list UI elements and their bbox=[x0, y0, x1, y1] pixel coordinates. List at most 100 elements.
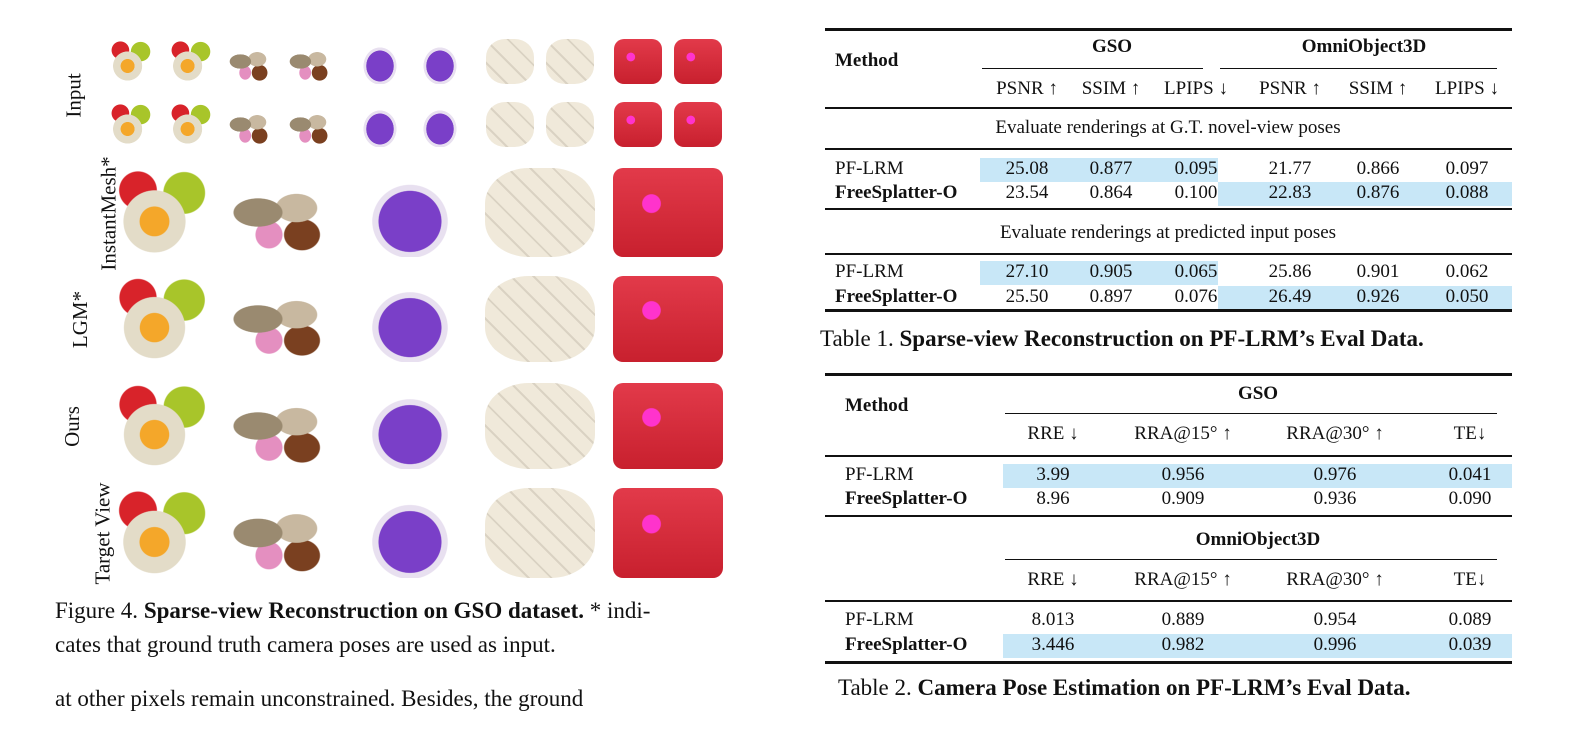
cell-value: 8.013 bbox=[1031, 609, 1075, 630]
metric-header: TE↓ bbox=[1453, 423, 1487, 444]
input-view-image bbox=[546, 102, 594, 147]
cell-value: 0.076 bbox=[1174, 286, 1218, 307]
bottom-rule bbox=[825, 661, 1512, 664]
row-method: FreeSplatter-O bbox=[835, 286, 958, 307]
cell-value: 0.877 bbox=[1089, 158, 1133, 179]
input-view-image bbox=[486, 39, 534, 84]
table-rule bbox=[825, 600, 1512, 602]
row-label-text: LGM* bbox=[68, 290, 93, 349]
input-view-image bbox=[106, 39, 154, 84]
reconstruction-image-toy bbox=[105, 168, 215, 257]
input-view-image bbox=[286, 102, 334, 147]
cell-value: 3.99 bbox=[1036, 464, 1070, 485]
input-view-image bbox=[356, 39, 404, 84]
cell-value: 22.83 bbox=[1268, 182, 1312, 203]
section-title: Evaluate renderings at predicted input p… bbox=[999, 222, 1337, 243]
bottom-rule bbox=[825, 309, 1512, 312]
metric-header: PSNR ↑ bbox=[996, 78, 1058, 99]
reconstruction-image-bag bbox=[613, 276, 723, 362]
input-view-image bbox=[226, 102, 274, 147]
row-method: PF-LRM bbox=[835, 261, 904, 282]
metric-header: LPIPS ↓ bbox=[1164, 78, 1228, 99]
reconstruction-image-animals bbox=[225, 488, 335, 578]
row-method: FreeSplatter-O bbox=[835, 182, 958, 203]
input-view-image bbox=[614, 102, 662, 147]
input-view-image bbox=[416, 102, 464, 147]
reconstruction-image-toy bbox=[105, 276, 215, 362]
cell-value: 0.864 bbox=[1089, 182, 1133, 203]
cell-value: 0.095 bbox=[1174, 158, 1218, 179]
top-rule bbox=[825, 373, 1512, 376]
cell-value: 0.889 bbox=[1161, 609, 1205, 630]
reconstruction-image-letter-tiles bbox=[485, 488, 595, 578]
cell-value: 0.065 bbox=[1174, 261, 1218, 282]
cell-value: 26.49 bbox=[1268, 286, 1312, 307]
metric-header: RRE ↓ bbox=[1027, 569, 1079, 590]
cell-value: 0.926 bbox=[1356, 286, 1400, 307]
highlight-best bbox=[1003, 464, 1512, 488]
input-view-image bbox=[614, 39, 662, 84]
table-rule bbox=[982, 68, 1203, 69]
figure-caption-line2: cates that ground truth camera poses are… bbox=[55, 632, 556, 657]
row-label-text: Ours bbox=[59, 406, 84, 447]
table-rule bbox=[825, 148, 1512, 150]
cell-value: 0.956 bbox=[1161, 464, 1205, 485]
input-view-image bbox=[674, 39, 722, 84]
metric-header: SSIM ↑ bbox=[1348, 78, 1408, 99]
reconstruction-image-animals bbox=[225, 383, 335, 469]
section-title: Evaluate renderings at G.T. novel-view p… bbox=[995, 117, 1341, 138]
row-method: PF-LRM bbox=[845, 464, 914, 485]
body-text: at other pixels remain unconstrained. Be… bbox=[55, 686, 584, 711]
group-header-gso: GSO bbox=[1091, 36, 1133, 57]
cell-value: 0.982 bbox=[1161, 634, 1205, 655]
table-rule bbox=[825, 208, 1512, 210]
cell-value: 0.897 bbox=[1089, 286, 1133, 307]
reconstruction-image-toy bbox=[105, 383, 215, 469]
cell-value: 25.08 bbox=[1005, 158, 1049, 179]
cell-value: 0.062 bbox=[1445, 261, 1489, 282]
cell-value: 0.996 bbox=[1313, 634, 1357, 655]
table-rule bbox=[1220, 68, 1497, 69]
table-rule bbox=[825, 253, 1512, 255]
table-rule bbox=[1005, 559, 1497, 560]
cell-value: 0.876 bbox=[1356, 182, 1400, 203]
reconstruction-image-animals bbox=[225, 168, 335, 257]
reconstruction-image-shoe bbox=[355, 383, 465, 469]
group-header: GSO bbox=[1237, 383, 1279, 404]
input-view-image bbox=[106, 102, 154, 147]
cell-value: 25.86 bbox=[1268, 261, 1312, 282]
reconstruction-image-letter-tiles bbox=[485, 276, 595, 362]
cell-value: 0.936 bbox=[1313, 488, 1357, 509]
cell-value: 25.50 bbox=[1005, 286, 1049, 307]
caption-prefix: Table 1. bbox=[820, 326, 894, 351]
group-header: OmniObject3D bbox=[1195, 529, 1321, 550]
reconstruction-image-bag bbox=[613, 383, 723, 469]
metric-header: LPIPS ↓ bbox=[1435, 78, 1499, 99]
cell-value: 0.866 bbox=[1356, 158, 1400, 179]
cell-value: 0.088 bbox=[1445, 182, 1489, 203]
metric-header: PSNR ↑ bbox=[1259, 78, 1321, 99]
reconstruction-image-bag bbox=[613, 488, 723, 578]
cell-value: 0.050 bbox=[1445, 286, 1489, 307]
cell-value: 0.954 bbox=[1313, 609, 1357, 630]
group-header-omniobject3d: OmniObject3D bbox=[1301, 36, 1427, 57]
reconstruction-image-letter-tiles bbox=[485, 168, 595, 257]
cell-value: 0.041 bbox=[1448, 464, 1492, 485]
highlight-best-omni bbox=[1218, 286, 1512, 310]
cell-value: 0.089 bbox=[1448, 609, 1492, 630]
table-rule bbox=[825, 107, 1512, 109]
row-label: Ours bbox=[52, 406, 92, 447]
metric-header: TE↓ bbox=[1453, 569, 1487, 590]
cell-value: 0.909 bbox=[1161, 488, 1205, 509]
reconstruction-image-shoe bbox=[355, 168, 465, 257]
row-method: FreeSplatter-O bbox=[845, 488, 968, 509]
method-header: Method bbox=[835, 50, 899, 71]
caption-prefix: Table 2. bbox=[838, 675, 912, 700]
row-method: PF-LRM bbox=[845, 609, 914, 630]
cell-value: 3.446 bbox=[1031, 634, 1075, 655]
reconstruction-image-shoe bbox=[355, 276, 465, 362]
table-2-caption: Table 2. Camera Pose Estimation on PF-LR… bbox=[838, 675, 1410, 701]
input-view-image bbox=[674, 102, 722, 147]
table-rule bbox=[1005, 413, 1497, 414]
